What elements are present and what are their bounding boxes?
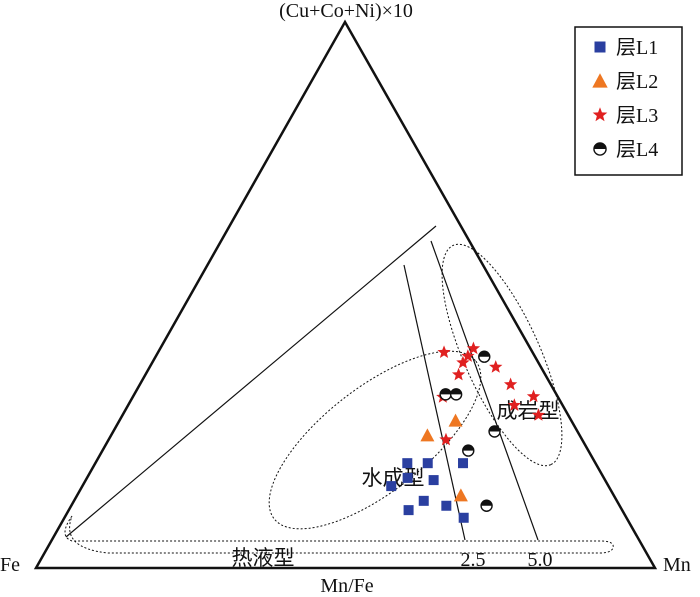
data-point-series1-8 — [458, 458, 469, 469]
field-label-diagenetic: 成岩型 — [497, 399, 560, 423]
data-point-series2-2 — [448, 413, 463, 427]
ratio-line-5.0 — [430, 240, 539, 541]
ratio-line-2.5 — [403, 264, 466, 541]
legend-label-3: 层L3 — [616, 105, 658, 127]
data-point-series4-4 — [488, 425, 501, 438]
ratio-label-5.0: 5.0 — [528, 549, 553, 571]
diagenetic-field — [441, 243, 563, 467]
legend-box — [574, 26, 683, 176]
data-point-series4-2 — [439, 388, 452, 401]
data-point-series2-1 — [420, 428, 435, 442]
legend-marker-3 — [592, 107, 608, 122]
data-point-series1-9 — [441, 500, 452, 511]
apex-top-label: (Cu+Co+Ni)×10 — [279, 0, 413, 22]
apex-left-label: Fe — [0, 554, 20, 576]
data-point-series2-3 — [453, 488, 468, 502]
data-point-series1-2 — [402, 472, 413, 483]
data-point-series3-8 — [489, 360, 503, 373]
hydrothermal-boundary-line — [65, 225, 437, 538]
data-point-series4-1 — [478, 350, 491, 363]
legend-label-4: 层L4 — [616, 139, 658, 161]
legend-marker-1 — [594, 41, 606, 53]
data-point-series3-3 — [451, 367, 466, 381]
apex-right-label: Mn — [663, 554, 691, 576]
ternary-frame — [33, 19, 658, 570]
legend-marker-4 — [593, 142, 607, 156]
data-point-series3-4 — [437, 345, 451, 358]
data-point-series3-11 — [531, 408, 546, 421]
data-point-series3-1 — [439, 432, 453, 446]
data-point-series1-1 — [386, 481, 397, 492]
data-point-series1-3 — [402, 458, 413, 469]
data-point-series1-10 — [458, 512, 469, 523]
legend: 层L1 层L2 层L3 层L4 — [574, 26, 683, 176]
legend-marker-2 — [592, 73, 608, 88]
data-point-series1-4 — [403, 505, 414, 516]
data-point-series4-3 — [449, 388, 463, 401]
data-point-series3-9 — [503, 377, 518, 391]
legend-items: 层L1 层L2 层L3 层L4 — [592, 37, 658, 161]
data-point-series3-10 — [507, 398, 521, 411]
hydrothermal-field — [64, 515, 614, 554]
data-point-series4-5 — [462, 444, 475, 457]
axis-label: Mn/Fe — [320, 575, 373, 597]
legend-label-2: 层L2 — [616, 71, 658, 93]
data-point-series1-5 — [418, 495, 429, 506]
data-point-series3-5 — [456, 355, 470, 369]
data-point-series4-6 — [480, 499, 493, 512]
data-point-series3-6 — [461, 349, 475, 362]
data-point-series3-7 — [466, 341, 481, 355]
data-point-series1-6 — [422, 458, 433, 469]
data-points — [386, 341, 546, 523]
ratio-label-2.5: 2.5 — [461, 549, 486, 571]
legend-label-1: 层L1 — [616, 37, 658, 59]
data-point-series1-7 — [428, 475, 439, 486]
hydrogenetic-field — [268, 350, 482, 530]
field-label-hydrothermal: 热液型 — [232, 546, 295, 570]
data-point-series3-12 — [526, 389, 541, 403]
